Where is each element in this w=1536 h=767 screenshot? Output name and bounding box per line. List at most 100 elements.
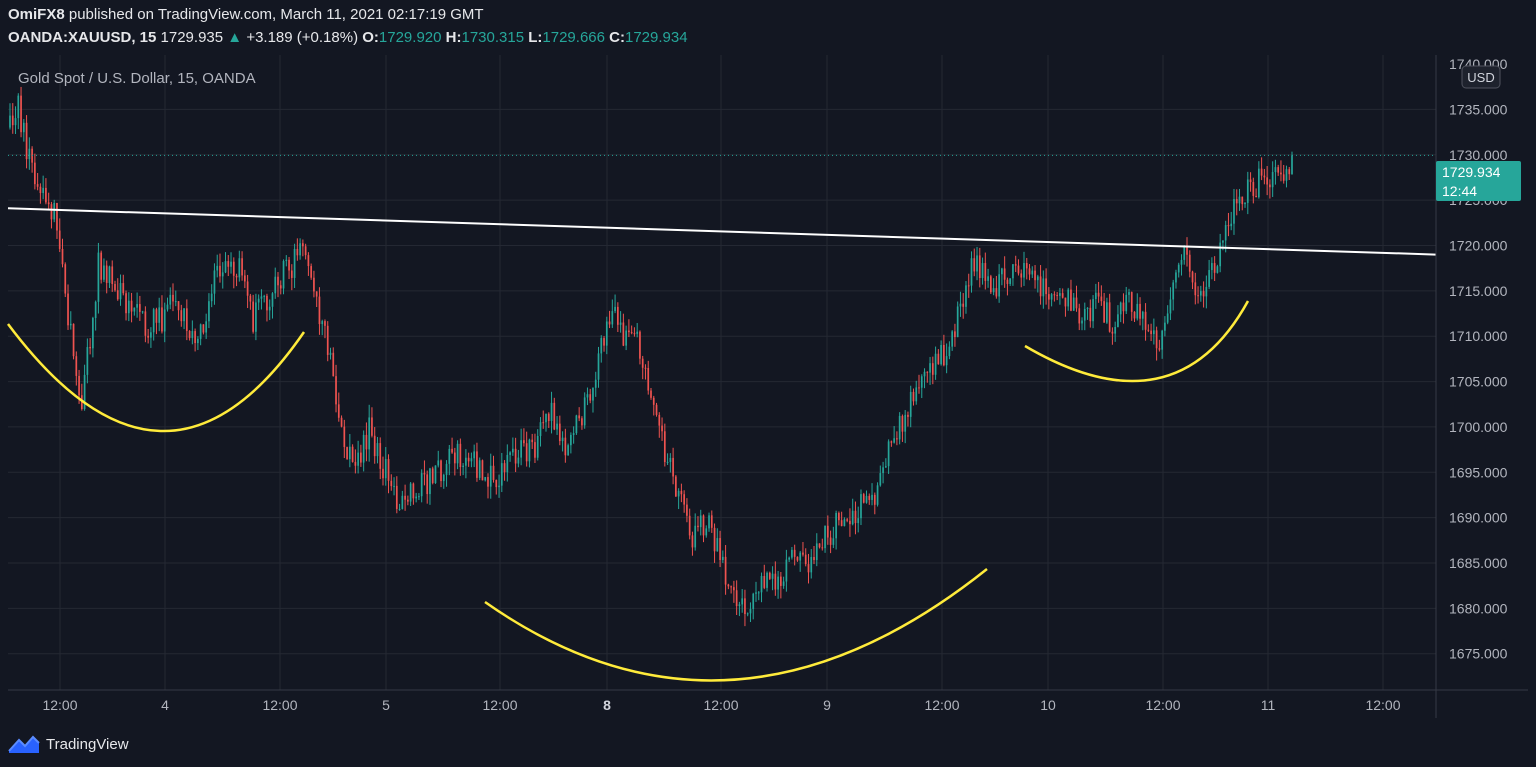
candle [967, 273, 970, 298]
candle [865, 490, 868, 504]
candle [1141, 310, 1144, 331]
candle [20, 86, 22, 138]
candle [804, 548, 807, 567]
candle [1257, 161, 1260, 199]
candle [379, 437, 382, 480]
pattern-arcs[interactable] [6, 300, 1250, 682]
candle [1252, 177, 1255, 204]
candle [713, 523, 716, 563]
candle [230, 252, 232, 274]
candle [1034, 265, 1036, 289]
candle [321, 319, 324, 336]
candle [50, 201, 53, 229]
candle [484, 476, 487, 482]
candle [918, 374, 920, 394]
candle [896, 431, 898, 446]
candle [785, 549, 788, 592]
candle [630, 325, 633, 335]
candle [371, 407, 373, 438]
candle [517, 449, 520, 468]
candle [998, 264, 1000, 303]
candle [752, 592, 755, 620]
candle [139, 295, 141, 321]
candle [509, 451, 511, 462]
time-tick-label: 10 [1040, 697, 1056, 713]
candle [534, 433, 536, 463]
candle [970, 251, 973, 293]
candle [699, 509, 702, 536]
candle [64, 262, 67, 298]
candle [849, 508, 851, 537]
candle [473, 444, 476, 468]
candle [150, 327, 152, 348]
time-tick-label: 12:00 [482, 697, 517, 713]
head-arc[interactable] [484, 568, 988, 682]
candle [741, 589, 744, 613]
candle [97, 242, 100, 314]
tradingview-wordmark: TradingView [46, 735, 129, 753]
candle [749, 602, 752, 623]
currency-badge[interactable] [1461, 65, 1501, 89]
candle [1263, 168, 1266, 185]
candle [329, 347, 332, 360]
candle [467, 452, 470, 467]
candle [1186, 237, 1188, 267]
candle [362, 430, 365, 472]
candle [931, 356, 934, 385]
time-axis[interactable]: 12:00 4 12:00 5 12:00 8 12:00 9 12:00 10 12:00 11 12… [42, 697, 1400, 713]
candle [324, 319, 326, 339]
candle [326, 321, 329, 362]
price-chart[interactable]: 1735.0001730.0001725.0001720.0001715.000… [0, 54, 1536, 720]
left-shoulder-arc[interactable] [6, 323, 306, 433]
candle [45, 178, 47, 205]
time-tick-label: 12:00 [262, 697, 297, 713]
candle [285, 255, 288, 267]
candle [907, 411, 909, 427]
candle [860, 489, 862, 526]
candle [934, 346, 937, 380]
open-value: 1729.920 [378, 29, 442, 46]
candle [567, 443, 569, 456]
candle [393, 477, 395, 496]
right-shoulder-arc[interactable] [1024, 300, 1250, 383]
candle [716, 528, 719, 552]
candle [420, 469, 423, 503]
candle [901, 414, 904, 442]
candle [791, 546, 793, 560]
candle [1136, 293, 1139, 321]
candle [1003, 256, 1006, 288]
candle [1017, 259, 1020, 276]
candle [738, 601, 741, 617]
candle [462, 463, 464, 476]
candle [1122, 293, 1125, 324]
candle [572, 426, 575, 444]
candle [1028, 264, 1031, 281]
candle [1161, 329, 1163, 359]
candle [893, 426, 895, 444]
symbol-name[interactable]: OANDA:XAUUSD, 15 [8, 29, 157, 46]
last-price-tag [1436, 161, 1521, 201]
candle [1056, 292, 1059, 301]
neckline-trendline[interactable] [7, 207, 1437, 256]
publisher-name[interactable]: OmiFX8 [8, 6, 65, 23]
candle [415, 492, 418, 503]
candle [423, 460, 426, 486]
candle [481, 459, 484, 481]
candle [453, 447, 456, 476]
candle [440, 459, 442, 488]
candle [404, 484, 406, 511]
candle [796, 556, 799, 562]
grid-lines [8, 55, 1436, 690]
candle [603, 336, 605, 352]
candle [1042, 270, 1045, 309]
close-label: C: [609, 29, 625, 46]
candle [210, 284, 213, 308]
candle [962, 293, 965, 319]
candle [879, 465, 882, 487]
tradingview-branding[interactable]: TradingView [8, 733, 129, 755]
candle [619, 311, 622, 333]
candle [553, 397, 556, 431]
candle [1235, 189, 1238, 216]
candle [227, 255, 230, 277]
candle [1280, 160, 1282, 182]
